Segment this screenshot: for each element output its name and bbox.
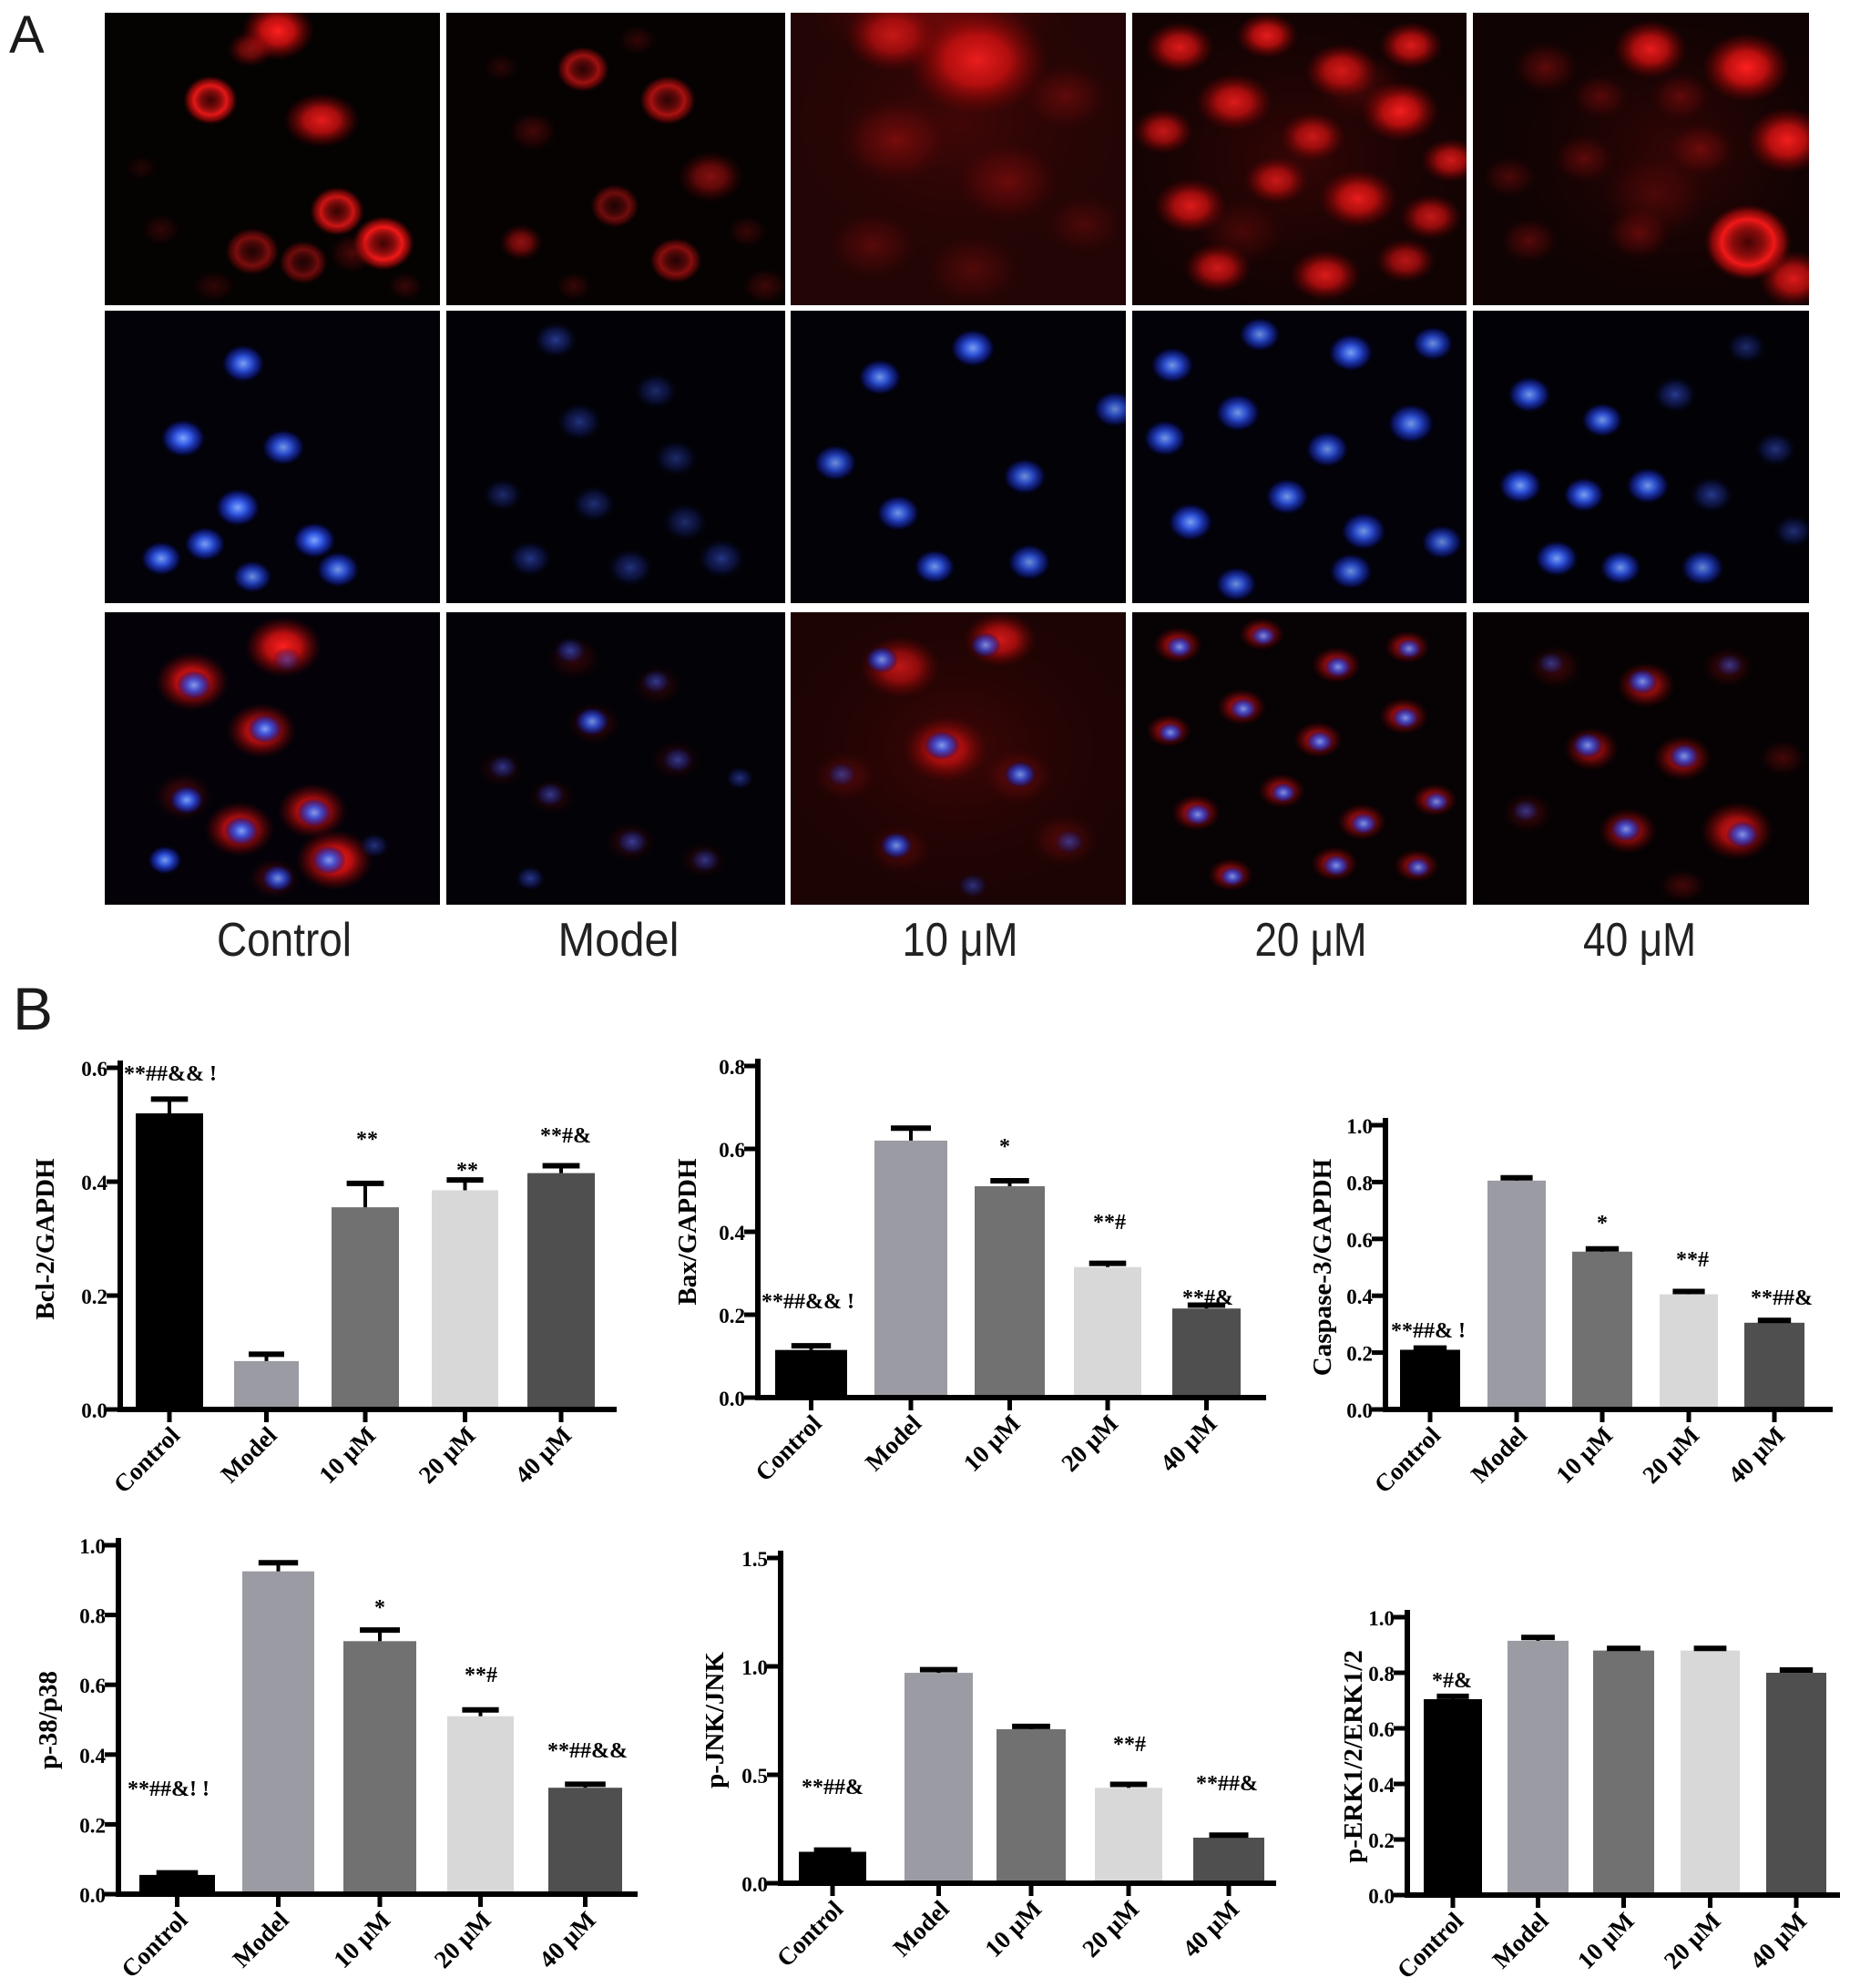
svg-text:0.8: 0.8 bbox=[719, 1056, 745, 1079]
svg-text:**#: **# bbox=[1093, 1211, 1126, 1235]
svg-text:**#: **# bbox=[465, 1664, 497, 1687]
svg-text:0.2: 0.2 bbox=[1368, 1829, 1395, 1852]
svg-text:0.0: 0.0 bbox=[719, 1388, 745, 1410]
svg-text:**#&: **#& bbox=[1182, 1286, 1233, 1310]
svg-text:0.6: 0.6 bbox=[79, 1675, 106, 1697]
svg-text:**: ** bbox=[356, 1128, 378, 1152]
svg-text:Caspase-3/GAPDH: Caspase-3/GAPDH bbox=[1308, 1158, 1337, 1376]
svg-text:0.2: 0.2 bbox=[719, 1305, 745, 1327]
svg-text:0.8: 0.8 bbox=[1368, 1663, 1395, 1686]
svg-text:0.6: 0.6 bbox=[719, 1139, 745, 1162]
svg-text:**##&&: **##&& bbox=[547, 1739, 628, 1763]
svg-text:Bax/GAPDH: Bax/GAPDH bbox=[673, 1158, 702, 1306]
svg-text:**##&: **##& bbox=[1751, 1286, 1813, 1310]
svg-text:p-ERK1/2/ERK1/2: p-ERK1/2/ERK1/2 bbox=[1339, 1650, 1368, 1863]
svg-text:Control: Control bbox=[217, 914, 352, 967]
svg-text:0.4: 0.4 bbox=[1346, 1286, 1373, 1308]
svg-text:0.2: 0.2 bbox=[81, 1286, 107, 1308]
svg-text:**: ** bbox=[456, 1159, 478, 1183]
svg-text:**##& !: **##& ! bbox=[1391, 1319, 1466, 1343]
svg-text:0.2: 0.2 bbox=[1346, 1343, 1373, 1366]
svg-text:0.4: 0.4 bbox=[719, 1222, 745, 1245]
svg-text:**##&& !: **##&& ! bbox=[124, 1062, 217, 1086]
svg-text:1.0: 1.0 bbox=[1368, 1607, 1395, 1630]
svg-text:1.0: 1.0 bbox=[1346, 1115, 1373, 1138]
svg-text:0.5: 0.5 bbox=[741, 1765, 768, 1788]
svg-text:p-JNK/JNK: p-JNK/JNK bbox=[700, 1652, 730, 1788]
svg-text:0.0: 0.0 bbox=[79, 1884, 106, 1907]
svg-text:0.0: 0.0 bbox=[741, 1873, 768, 1896]
svg-text:0.8: 0.8 bbox=[1346, 1172, 1373, 1194]
svg-text:1.0: 1.0 bbox=[79, 1535, 106, 1558]
svg-text:*: * bbox=[1597, 1212, 1608, 1235]
svg-text:*: * bbox=[374, 1596, 385, 1620]
svg-text:**##&: **##& bbox=[802, 1776, 864, 1799]
svg-text:B: B bbox=[13, 975, 53, 1042]
svg-text:**#&: **#& bbox=[540, 1124, 591, 1148]
svg-text:0.4: 0.4 bbox=[79, 1745, 106, 1768]
svg-text:0.0: 0.0 bbox=[1368, 1885, 1395, 1908]
svg-text:0.0: 0.0 bbox=[1346, 1399, 1373, 1422]
svg-text:0.4: 0.4 bbox=[81, 1172, 107, 1194]
svg-text:Model: Model bbox=[558, 914, 680, 967]
svg-text:**##&: **##& bbox=[1196, 1772, 1258, 1796]
svg-text:0.6: 0.6 bbox=[1368, 1718, 1395, 1741]
svg-text:**#: **# bbox=[1676, 1248, 1709, 1272]
svg-text:0.4: 0.4 bbox=[1368, 1774, 1395, 1797]
svg-text:**#: **# bbox=[1113, 1733, 1146, 1757]
svg-text:0.6: 0.6 bbox=[1346, 1229, 1373, 1252]
svg-text:Bcl-2/GAPDH: Bcl-2/GAPDH bbox=[31, 1158, 60, 1320]
svg-text:**##&& !: **##&& ! bbox=[761, 1290, 854, 1314]
svg-text:*#&: *#& bbox=[1432, 1669, 1472, 1693]
svg-text:0.6: 0.6 bbox=[81, 1058, 107, 1081]
svg-text:0.0: 0.0 bbox=[81, 1399, 107, 1422]
svg-text:10 μM: 10 μM bbox=[903, 914, 1018, 967]
svg-text:20 μM: 20 μM bbox=[1255, 914, 1367, 967]
svg-text:0.8: 0.8 bbox=[79, 1605, 106, 1628]
svg-text:1.0: 1.0 bbox=[741, 1656, 768, 1679]
svg-text:1.5: 1.5 bbox=[741, 1548, 768, 1571]
svg-text:0.2: 0.2 bbox=[79, 1814, 106, 1837]
svg-text:*: * bbox=[999, 1135, 1010, 1159]
svg-text:A: A bbox=[9, 5, 45, 65]
svg-text:40 μM: 40 μM bbox=[1583, 914, 1696, 967]
svg-text:**##&! !: **##&! ! bbox=[128, 1778, 210, 1801]
svg-text:p-38/p38: p-38/p38 bbox=[34, 1671, 63, 1769]
